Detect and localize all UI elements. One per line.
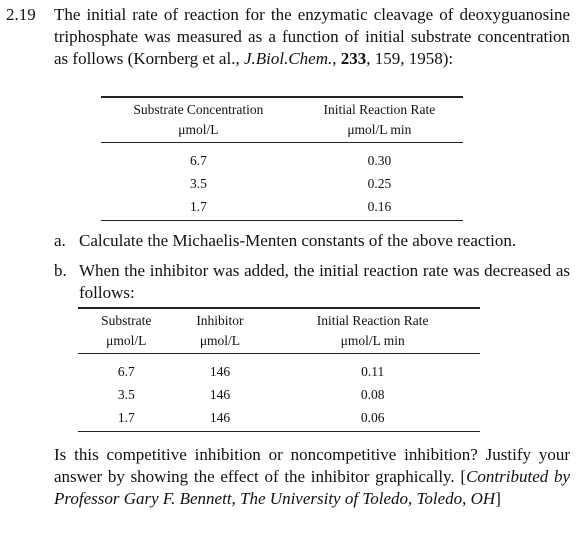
column-unit: μmol/L (101, 119, 296, 143)
table-cell: 3.5 (189, 176, 207, 191)
journal-volume: 233 (340, 49, 367, 68)
contributor-credit: Contributed by Professor Gary F. Bennett… (54, 467, 571, 508)
column-header: Inhibitor (174, 307, 266, 330)
column-unit: μmol/L (78, 330, 175, 354)
part-b: b. When the inhibitor was added, the ini… (54, 260, 570, 304)
column-header: Initial Reaction Rate (265, 307, 480, 330)
column-header: Substrate Concentration (101, 96, 296, 119)
column-header: Substrate (78, 307, 175, 330)
table-cell: 1.7 (78, 406, 175, 432)
part-a-label: a. (54, 231, 66, 250)
table-cell: 0.30 (367, 153, 392, 168)
credit-bracket-open: [ (460, 467, 467, 486)
table-cell: 0.25 (367, 176, 392, 191)
table-row: 1.7 146 0.06 (78, 406, 480, 432)
table-row: 1.7 0.16 (101, 195, 463, 221)
problem-text-citation: , 159, 1958): (366, 49, 454, 68)
credit-bracket-close: ] (495, 489, 501, 508)
table-cell: 0.06 (265, 406, 480, 432)
part-b-text: When the inhibitor was added, the initia… (79, 261, 570, 302)
problem-statement: 2.19 The initial rate of reaction for th… (6, 4, 570, 70)
table-cell: 146 (209, 364, 231, 379)
column-unit: μmol/L min (265, 330, 480, 354)
column-header: Initial Reaction Rate (295, 96, 463, 119)
problem-text-sep: , (332, 49, 341, 68)
table-row: 3.5 0.25 (101, 172, 463, 195)
table-cell: 6.7 (117, 364, 135, 379)
journal-name: J.Biol.Chem. (243, 49, 333, 68)
table-cell: 0.11 (361, 364, 385, 379)
table-cell: 146 (174, 406, 266, 432)
closing-question-text: Is this competitive inhibition or noncom… (54, 445, 570, 486)
table-cell: 1.7 (101, 195, 296, 221)
table-cell: 6.7 (189, 153, 207, 168)
inhibitor-rate-table: Substrate Inhibitor Initial Reaction Rat… (78, 307, 480, 432)
part-a: a. Calculate the Michaelis-Menten consta… (54, 230, 566, 252)
column-unit: μmol/L (174, 330, 266, 354)
table-row: 6.7 146 0.11 (78, 354, 480, 384)
substrate-rate-table: Substrate Concentration Initial Reaction… (101, 96, 463, 221)
problem-text-intro: The initial rate of reaction for the enz… (54, 5, 570, 68)
table-cell: 146 (209, 387, 231, 402)
part-a-text: Calculate the Michaelis-Menten constants… (79, 231, 517, 250)
table-cell: 0.08 (360, 387, 385, 402)
part-b-label: b. (54, 261, 67, 280)
table-cell: 3.5 (117, 387, 135, 402)
table-row: 6.7 0.30 (101, 143, 463, 173)
closing-question: Is this competitive inhibition or noncom… (54, 444, 570, 510)
column-unit: μmol/L min (295, 119, 463, 143)
problem-text: The initial rate of reaction for the enz… (54, 4, 570, 70)
table-row: 3.5 146 0.08 (78, 383, 480, 406)
table-cell: 0.16 (295, 195, 463, 221)
problem-number: 2.19 (6, 5, 36, 24)
